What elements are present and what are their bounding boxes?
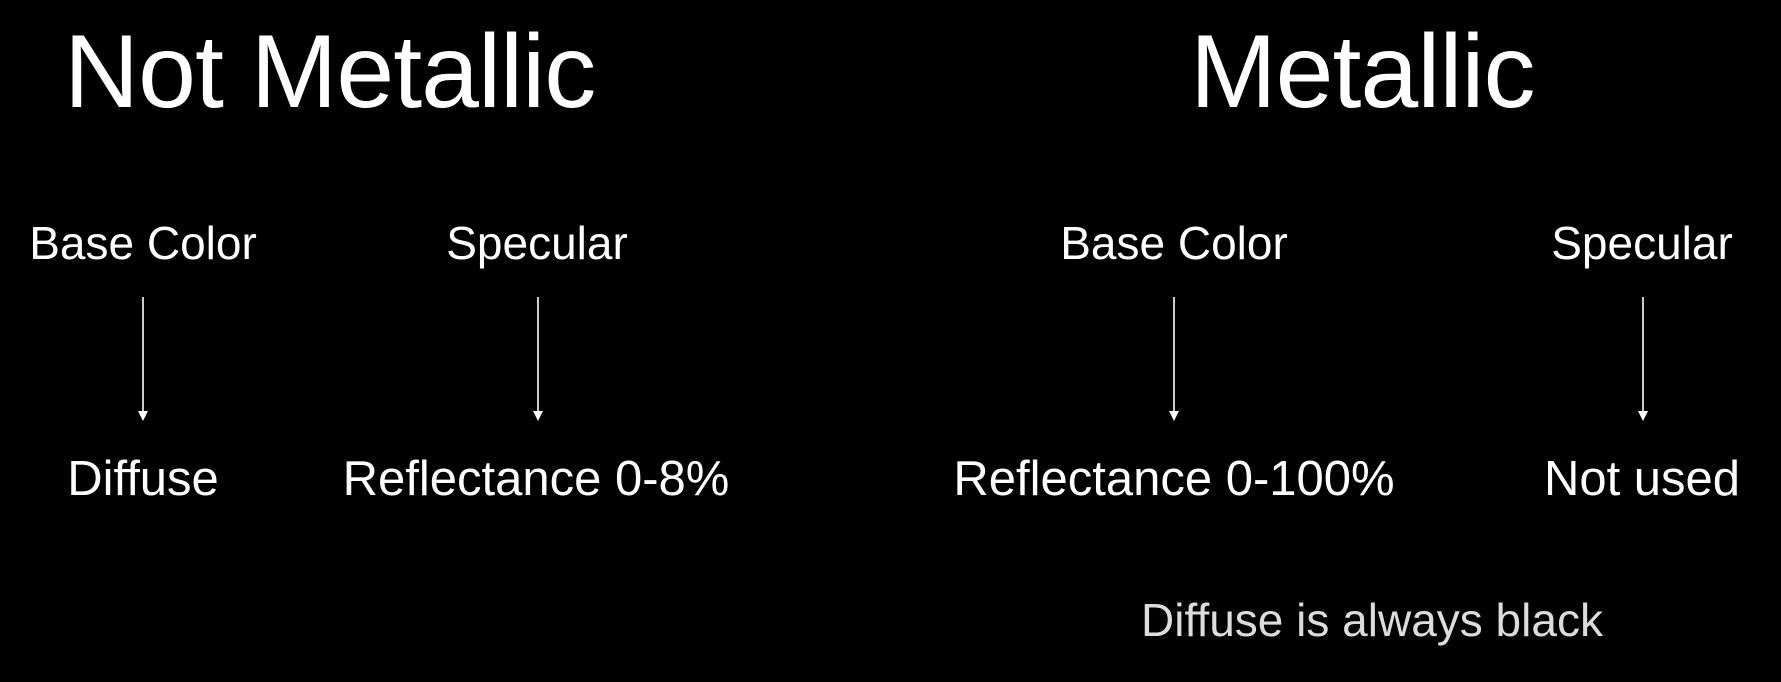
not-metallic-specular-arrow (533, 297, 543, 421)
metallic-base-color-arrow (1169, 297, 1179, 421)
metallic-specular-result: Not used (1543, 452, 1741, 506)
not-metallic-base-color-arrow (138, 297, 148, 421)
not-metallic-base-color-result: Diffuse (67, 452, 219, 506)
metallic-diffuse-note: Diffuse is always black (1141, 594, 1603, 646)
metallic-base-color-label: Base Color (1060, 217, 1288, 269)
not-metallic-title: Not Metallic (64, 14, 596, 130)
metallic-title: Metallic (1190, 14, 1536, 130)
metallic-base-color-result: Reflectance 0-100% (953, 452, 1395, 506)
not-metallic-base-color-label: Base Color (29, 217, 257, 269)
not-metallic-specular-label: Specular (446, 217, 628, 269)
metallic-specular-arrow (1638, 297, 1648, 421)
not-metallic-specular-result: Reflectance 0-8% (342, 452, 730, 506)
metallic-specular-label: Specular (1551, 217, 1733, 269)
